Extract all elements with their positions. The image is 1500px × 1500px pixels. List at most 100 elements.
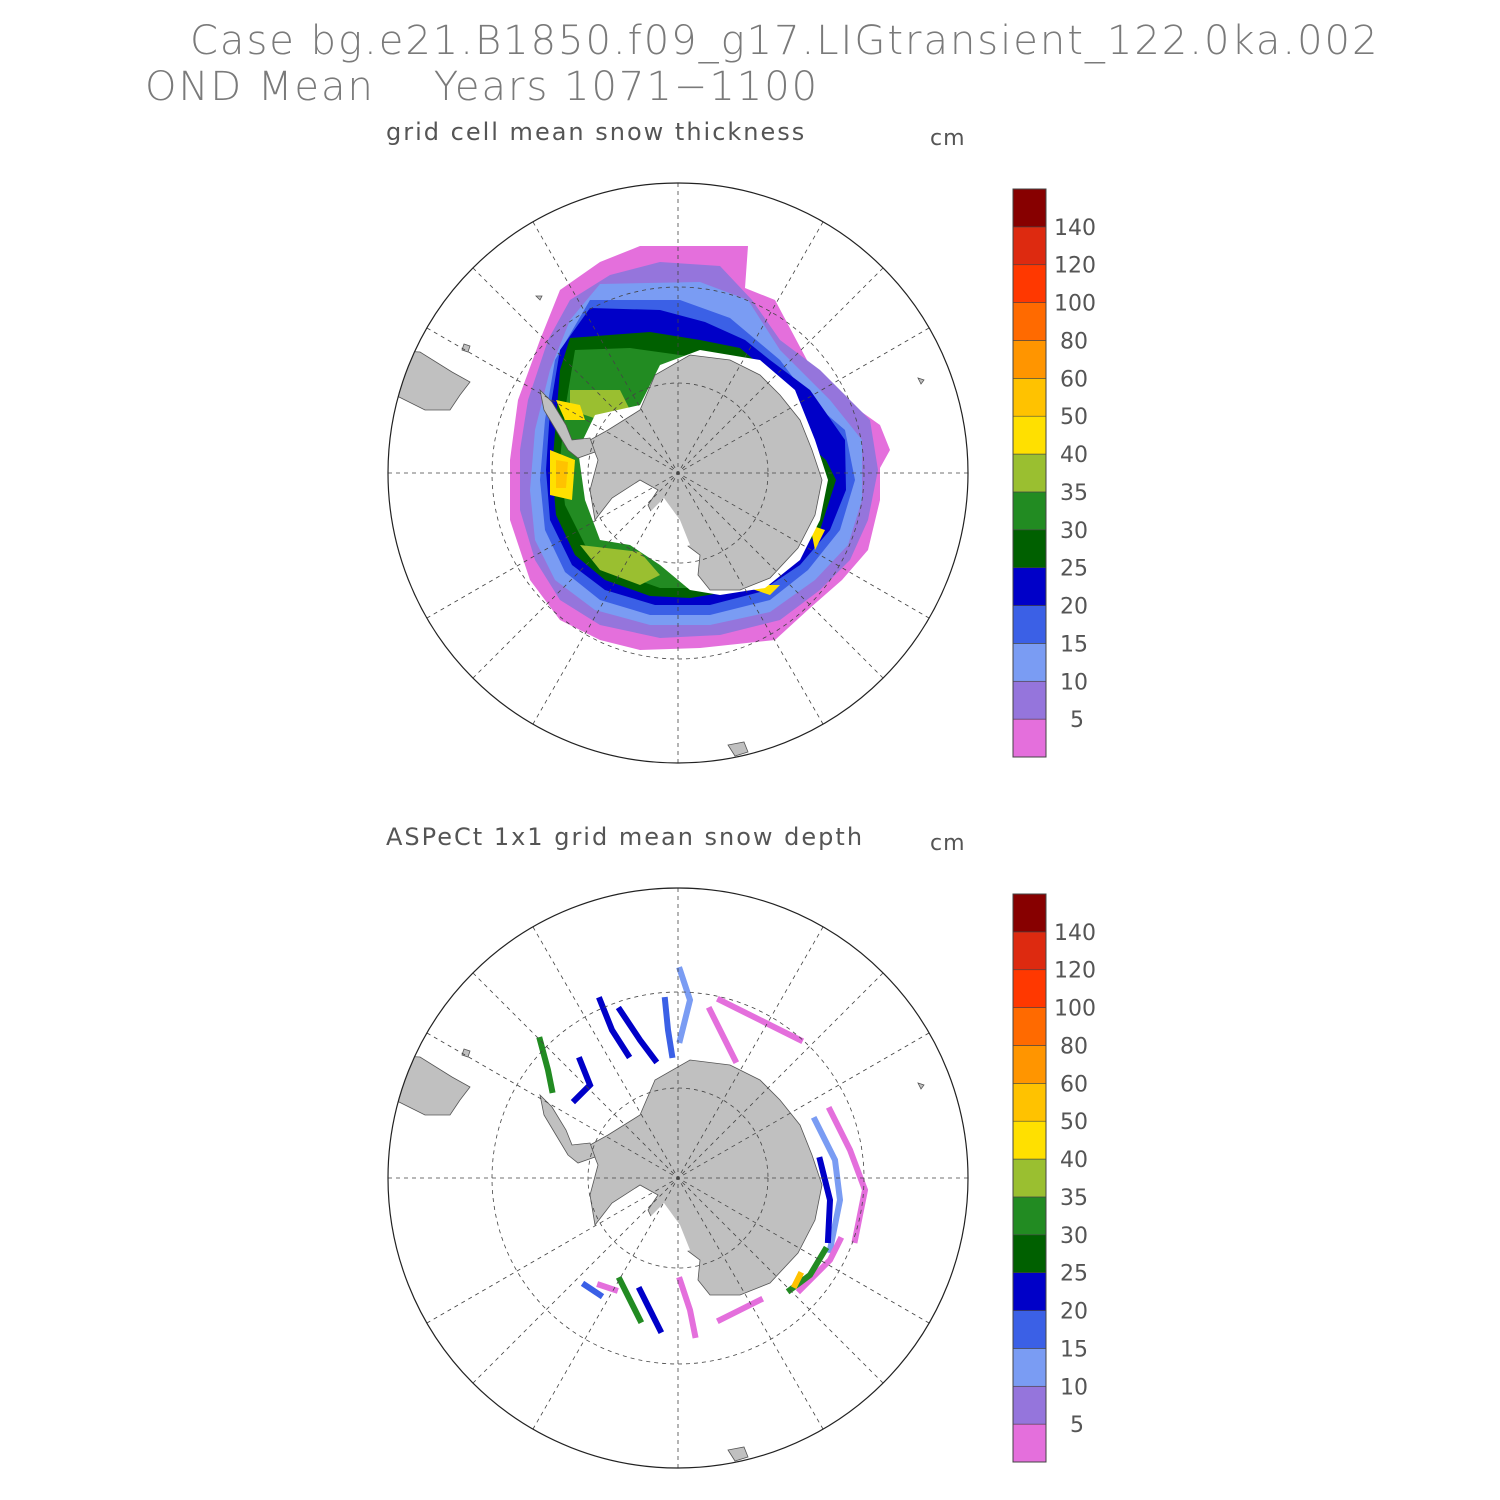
graticule-obs [388,888,968,1468]
colorbar-obs-tick-label: 10 [1060,1375,1088,1400]
colorbar-obs-swatch [1012,969,1047,1008]
colorbar-obs-tick-label: 50 [1060,1110,1088,1135]
colorbar-obs-tick-label: 40 [1060,1148,1088,1173]
track-11 [816,1156,834,1244]
colorbar-obs-swatch [1012,1007,1047,1046]
colorbar-obs: 5 10 15 20 25 30 35 40 50 60 80 100 120 140 [1012,893,1096,1463]
colorbar-model-tick-label: 30 [1060,519,1088,544]
colorbar-obs-swatch [1012,1423,1047,1463]
colorbar-obs-swatch [1012,1348,1047,1387]
antarctic-peninsula-obs [539,1093,596,1164]
colorbar-obs-swatch [1012,1272,1047,1311]
colorbar-obs-tick-label: 15 [1060,1337,1088,1362]
south-america-tip-obs [388,1054,471,1116]
colorbar-obs-swatch [1012,1310,1047,1349]
new-zealand-fragment-obs [727,1446,749,1462]
colorbar-obs-tick-label: 100 [1054,997,1096,1022]
colorbar-obs-swatch [1012,1196,1047,1236]
track-7 [570,1056,594,1105]
track-12 [795,1235,845,1295]
colorbar-model-swatch [1012,529,1047,568]
panel-title-model: grid cell mean snow thickness [386,118,807,146]
falkland-islands [461,343,471,353]
colorbar-obs-swatch [1012,893,1047,933]
colorbar-model-swatch [1012,453,1047,493]
colorbar-model-tick-label: 25 [1060,557,1088,582]
colorbar-model-swatch [1012,378,1047,417]
colorbar-model-swatch [1012,643,1047,682]
track-20 [580,1280,605,1300]
kerguelen-dot [917,377,925,385]
track-2 [615,1005,660,1065]
colorbar-model-tick-label: 35 [1060,481,1088,506]
track-10 [810,1115,844,1254]
colorbar-model-swatch [1012,264,1047,303]
south-georgia-dot [535,295,543,301]
colorbar-model-tick-label: 15 [1060,632,1088,657]
map-frame-model [387,182,969,764]
colorbar-obs-swatch [1012,1045,1047,1084]
colorbar-obs-tick-label: 20 [1060,1300,1088,1325]
colorbar-model-tick-label: 60 [1060,367,1088,392]
colorbar-obs-swatch [1012,931,1047,971]
colorbar-model-swatch [1012,188,1047,228]
colorbar-obs-tick-label: 35 [1060,1186,1088,1211]
panel-title-obs: ASPeCt 1x1 grid mean snow depth [386,823,865,851]
polar-map-obs [388,966,925,1462]
track-3 [661,996,676,1059]
antarctica-landmass-obs [589,1059,823,1296]
new-zealand-fragment [727,741,749,757]
graticule-model [388,183,968,763]
antarctic-peninsula [539,388,596,459]
colorbar-model-tick-label: 40 [1060,443,1088,468]
kerguelen-dot-obs [917,1082,925,1090]
ross-ice-shelf-white [650,498,690,552]
colorbar-model-tick-label: 20 [1060,595,1088,620]
track-5 [705,1005,740,1065]
colorbar-obs-tick-label: 30 [1060,1224,1088,1249]
polar-map-model [388,246,925,757]
colorbar-model-swatch [1012,605,1047,644]
colorbar-model-swatch [1012,340,1047,379]
ross-ice-shelf-white-obs [650,1203,690,1257]
colorbar-model-tick-label: 50 [1060,405,1088,430]
colorbar-model-tick-label: 140 [1054,216,1096,241]
unit-obs: cm [930,831,966,856]
colorbar-obs-swatch [1012,1120,1047,1160]
colorbar-obs-tick-label: 25 [1060,1262,1088,1287]
track-9 [825,1105,869,1244]
track-8 [536,1036,556,1094]
colorbar-model-tick-label: 120 [1054,254,1096,279]
colorbar-obs-tick-label: 140 [1054,921,1096,946]
colorbar-model: 5 10 15 20 25 30 35 40 50 60 80 100 120 140 [1012,188,1096,758]
falkland-islands-obs [461,1048,471,1058]
snow-band-40cm-b [580,545,660,585]
colorbar-model-swatch [1012,415,1047,455]
colorbar-obs-tick-label: 60 [1060,1072,1088,1097]
colorbar-obs-swatch [1012,1158,1047,1198]
antarctica-landmass [589,354,823,591]
colorbar-obs-tick-label: 120 [1054,959,1096,984]
track-14 [790,1270,805,1290]
colorbar-model-swatch [1012,718,1047,758]
colorbar-model-tick-label: 10 [1060,670,1088,695]
colorbar-model-tick-label: 100 [1054,292,1096,317]
colorbar-model-tick-label: 5 [1070,708,1084,733]
unit-model: cm [930,126,966,151]
colorbar-obs-swatch [1012,1234,1047,1273]
colorbar-obs-frame [1012,893,1047,1463]
colorbar-obs-swatch [1012,1083,1047,1122]
track-16 [635,1285,665,1335]
snow-band-50cm [556,400,585,420]
period-title: OND Mean Years 1071−1100 [145,64,820,110]
colorbar-obs-tick-label: 5 [1070,1413,1084,1438]
colorbar-model-frame [1012,188,1047,758]
south-america-tip [388,349,471,411]
track-15 [715,1295,765,1325]
track-1 [596,996,633,1060]
colorbar-obs-swatch [1012,1385,1047,1425]
track-17 [676,1276,699,1339]
colorbar-model-swatch [1012,680,1047,720]
colorbar-model-swatch [1012,226,1047,266]
